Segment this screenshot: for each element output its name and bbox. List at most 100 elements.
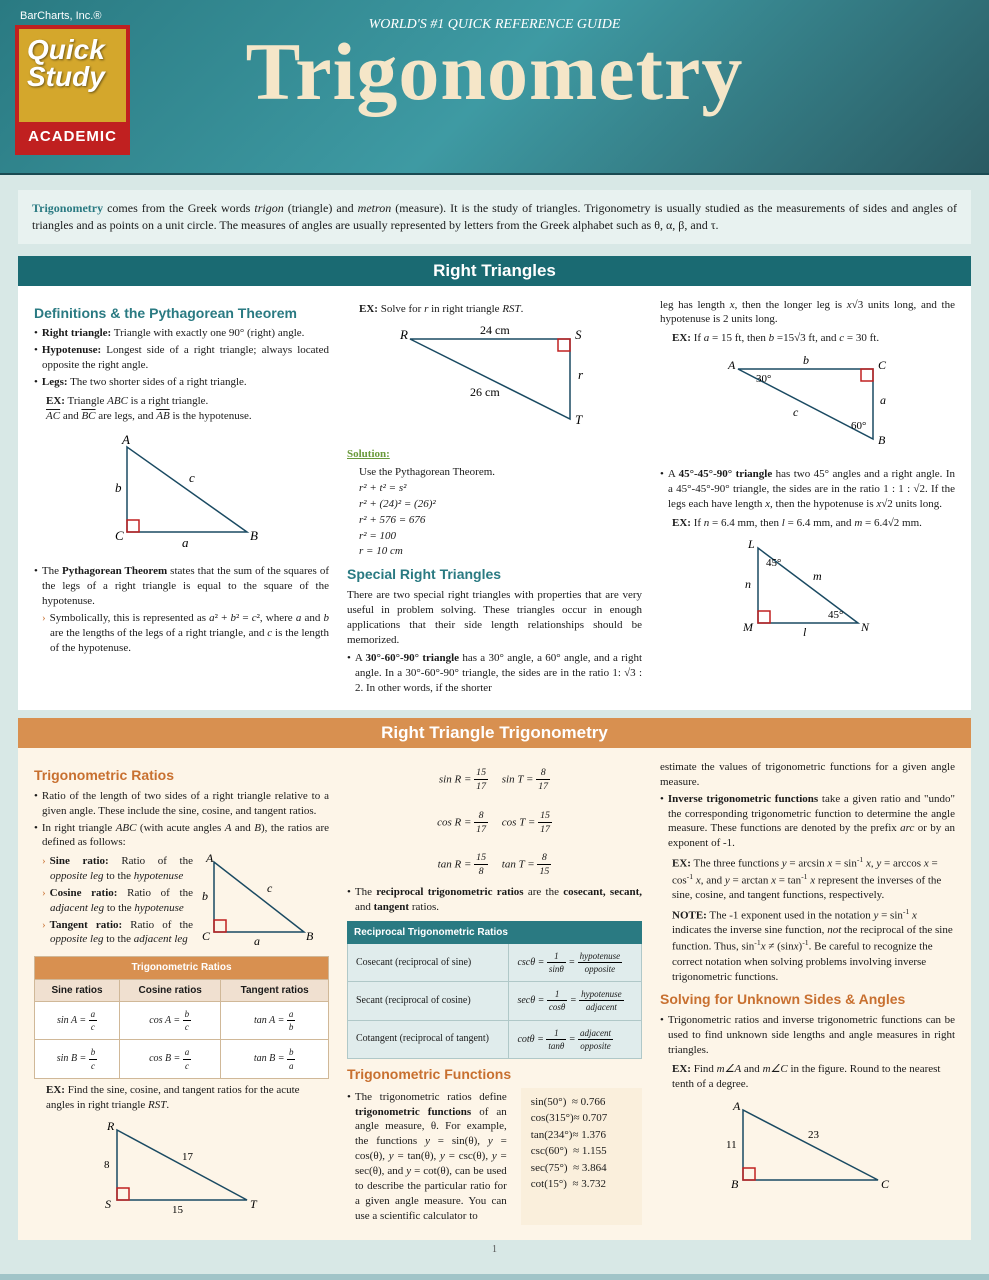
svg-text:B: B <box>878 433 886 447</box>
ex3: EX: Find the sine, cosine, and tangent r… <box>46 1083 329 1113</box>
r2: In right triangle ABC (with acute angles… <box>34 821 329 851</box>
svg-text:45°: 45° <box>828 609 843 621</box>
svg-text:a: a <box>254 934 260 947</box>
svg-text:A: A <box>205 852 214 865</box>
col3: leg has length x, then the longer leg is… <box>660 298 955 698</box>
svg-text:a: a <box>880 393 886 407</box>
svg-text:m: m <box>813 569 822 583</box>
svex: EX: Find m∠A and m∠C in the figure. Roun… <box>672 1062 955 1092</box>
svg-text:C: C <box>881 1177 890 1191</box>
svg-text:b: b <box>202 889 208 903</box>
svg-text:a: a <box>182 535 189 550</box>
tan-ratio: Tangent ratio: Ratio of the opposite leg… <box>34 918 193 948</box>
svg-text:23: 23 <box>808 1129 820 1141</box>
m4: r² = 100 <box>359 529 642 544</box>
right-triangles-content: Definitions & the Pythagorean Theorem Ri… <box>18 286 971 710</box>
svg-text:T: T <box>575 412 583 427</box>
ex1: EX: Triangle ABC is a right triangle.AC … <box>46 394 329 424</box>
s2col1: Trigonometric Ratios Ratio of the length… <box>34 760 329 1228</box>
c3a: leg has length x, then the longer leg is… <box>660 298 955 328</box>
triangle-rst2: R S T 8 17 15 <box>34 1120 329 1220</box>
col1: Definitions & the Pythagorean Theorem Ri… <box>34 298 329 698</box>
svg-text:15: 15 <box>172 1204 184 1215</box>
svg-text:S: S <box>575 327 582 342</box>
c3ex1: EX: If a = 15 ft, then b =15√3 ft, and c… <box>672 331 955 346</box>
r1: Ratio of the length of two sides of a ri… <box>34 789 329 819</box>
svg-text:c: c <box>189 470 195 485</box>
svg-text:b: b <box>803 354 809 367</box>
section-right-triangles: Right Triangles <box>18 256 971 286</box>
col2: EX: Solve for r in right triangle RST. R… <box>347 298 642 698</box>
page-number: 1 <box>18 1240 971 1259</box>
svg-text:8: 8 <box>104 1159 110 1171</box>
subhead-ratios: Trigonometric Ratios <box>34 766 329 785</box>
svg-text:L: L <box>747 538 755 551</box>
svg-text:R: R <box>399 327 408 342</box>
svg-text:A: A <box>121 432 130 447</box>
inv: Inverse trigonometric functions take a g… <box>660 792 955 851</box>
m3: r² + 576 = 676 <box>359 513 642 528</box>
ex-solve-r: EX: Solve for r in right triangle RST. <box>359 302 642 317</box>
rt-trig-content: Trigonometric Ratios Ratio of the length… <box>18 748 971 1240</box>
svg-text:26 cm: 26 cm <box>470 385 500 399</box>
svg-text:c: c <box>793 405 799 419</box>
s2col3: estimate the values of trigonometric fun… <box>660 760 955 1228</box>
tf-text: The trigonometric ratios define trigonom… <box>347 1090 507 1224</box>
svg-text:n: n <box>745 577 751 591</box>
subhead-pythag: Definitions & the Pythagorean Theorem <box>34 304 329 323</box>
svg-text:C: C <box>115 528 124 543</box>
func-vals: sin(50°) ≈ 0.766cos(315°)≈ 0.707tan(234°… <box>521 1088 642 1226</box>
triangle-abc: ACBbac <box>34 432 329 557</box>
note: NOTE: The -1 exponent used in the notati… <box>672 907 955 985</box>
svg-text:T: T <box>250 1197 258 1211</box>
triangle-ratios: A C Bb c a <box>199 852 329 952</box>
subhead-special: Special Right Triangles <box>347 565 642 584</box>
trig-ratios-table: Trigonometric Ratios Sine ratiosCosine r… <box>34 956 329 1079</box>
svg-text:B: B <box>306 929 314 943</box>
solution-label: Solution: <box>347 447 642 462</box>
subhead-functions: Trigonometric Functions <box>347 1065 642 1084</box>
logo-academic: ACADEMIC <box>19 122 126 151</box>
main-title: Trigonometry <box>20 25 969 119</box>
pyth-symbolic: Symbolically, this is represented as a² … <box>34 611 329 656</box>
sv: Trigonometric ratios and inverse trigono… <box>660 1013 955 1058</box>
m1: r² + t² = s² <box>359 481 642 496</box>
svg-text:11: 11 <box>726 1139 737 1151</box>
svg-text:S: S <box>105 1197 111 1211</box>
svg-text:C: C <box>202 929 211 943</box>
c3ex2: EX: If n = 6.4 mm, then l = 6.4 mm, and … <box>672 516 955 531</box>
svg-text:b: b <box>115 480 122 495</box>
svg-text:R: R <box>106 1120 115 1133</box>
cos-ratio: Cosine ratio: Ratio of the adjacent leg … <box>34 886 193 916</box>
def-legs: Legs: The two shorter sides of a right t… <box>34 375 329 390</box>
def-right: Right triangle: Triangle with exactly on… <box>34 326 329 341</box>
triangle-306090: ACB30°60°bac <box>660 354 955 459</box>
sine-ratio: Sine ratio: Ratio of the opposite leg to… <box>34 854 193 884</box>
svg-text:C: C <box>878 358 887 372</box>
invex: EX: The three functions y = arcsin x = s… <box>672 855 955 903</box>
sp2: A 30°-60°-90° triangle has a 30° angle, … <box>347 651 642 696</box>
recip-table: Reciprocal Trigonometric Ratios Cosecant… <box>347 921 642 1059</box>
svg-text:l: l <box>803 625 807 638</box>
svg-text:17: 17 <box>182 1151 194 1163</box>
svg-text:30°: 30° <box>756 373 771 385</box>
triangle-solve: ABC1123 <box>660 1100 955 1200</box>
s2col2: sin R = 1517 sin T = 817 cos R = 817 cos… <box>347 760 642 1228</box>
svg-text:c: c <box>267 881 273 895</box>
svg-text:M: M <box>742 620 754 634</box>
m5: r = 10 cm <box>359 544 642 559</box>
svg-text:24 cm: 24 cm <box>480 324 510 337</box>
logo: Quick Study ACADEMIC <box>15 25 130 155</box>
c3a2: estimate the values of trigonometric fun… <box>660 760 955 790</box>
def-hyp: Hypotenuse: Longest side of a right tria… <box>34 343 329 373</box>
m2: r² + (24)² = (26)² <box>359 497 642 512</box>
triangle-rst: RST24 cm26 cmr <box>347 324 642 439</box>
intro: Trigonometry comes from the Greek words … <box>18 190 971 244</box>
header-banner: BarCharts, Inc.® Quick Study ACADEMIC WO… <box>0 0 989 175</box>
section-rt-trig: Right Triangle Trigonometry <box>18 718 971 748</box>
svg-text:45°: 45° <box>766 557 781 569</box>
triangle-454590: LMN45°45°nml <box>660 538 955 643</box>
ratio-vals: sin R = 1517 sin T = 817 cos R = 817 cos… <box>347 766 642 879</box>
subhead-solving: Solving for Unknown Sides & Angles <box>660 990 955 1009</box>
recip: The reciprocal trigonometric ratios are … <box>347 885 642 915</box>
